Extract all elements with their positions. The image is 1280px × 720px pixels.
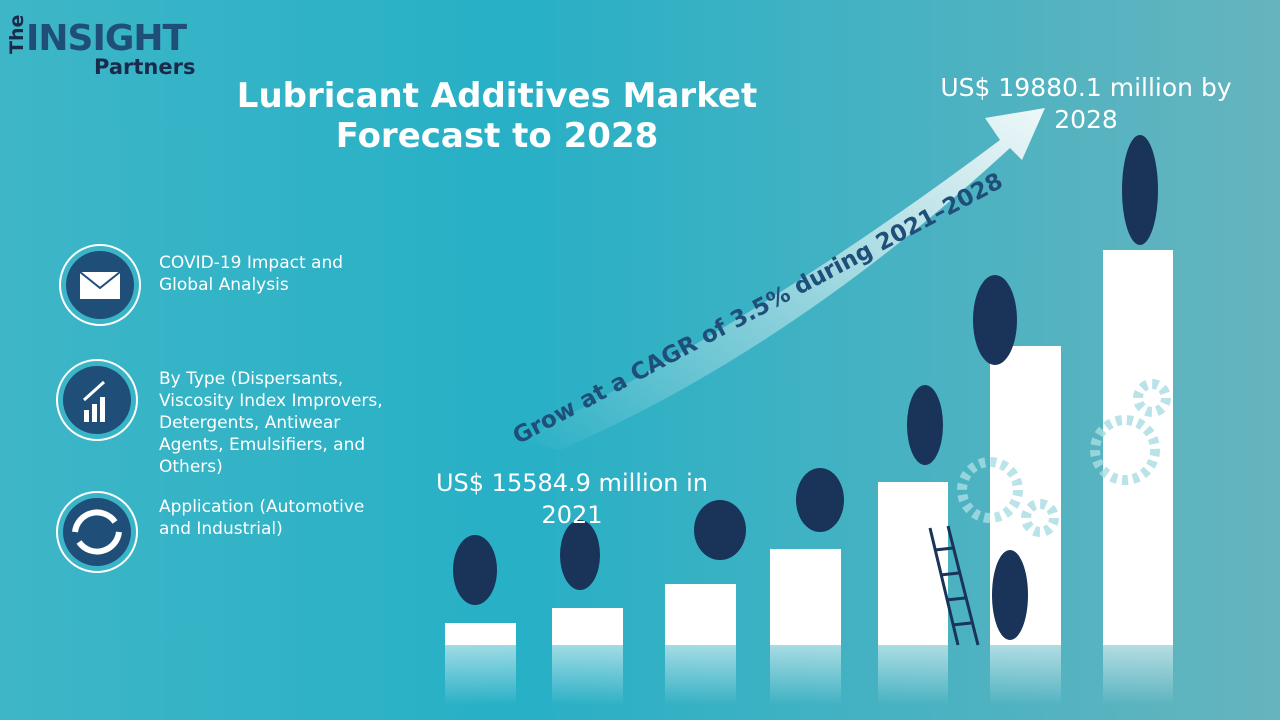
- gears: [957, 379, 1171, 537]
- logo: The INSIGHT Partners: [6, 14, 206, 80]
- end-value: US$ 19880.1 million by 2028: [940, 73, 1232, 134]
- bar-reflections: [445, 645, 1173, 705]
- bars: [445, 250, 1173, 645]
- ladder: [928, 525, 980, 646]
- growth-arrow: [520, 108, 1045, 450]
- start-value: US$ 15584.9 million in 2021: [435, 469, 709, 529]
- title: Lubricant Additives Market Forecast to 2…: [236, 76, 758, 156]
- logo-name: INSIGHT: [26, 18, 187, 59]
- logo-suffix: Partners: [94, 55, 196, 79]
- item-text: COVID-19 Impact and Global Analysis: [159, 253, 344, 295]
- item-text: Application (Automotive and Industrial): [159, 497, 365, 539]
- logo-prefix: The: [6, 14, 28, 54]
- item-text: By Type (Dispersants, Viscosity Index Im…: [159, 369, 383, 477]
- item-icons: [56, 244, 141, 573]
- figures: [453, 135, 1158, 640]
